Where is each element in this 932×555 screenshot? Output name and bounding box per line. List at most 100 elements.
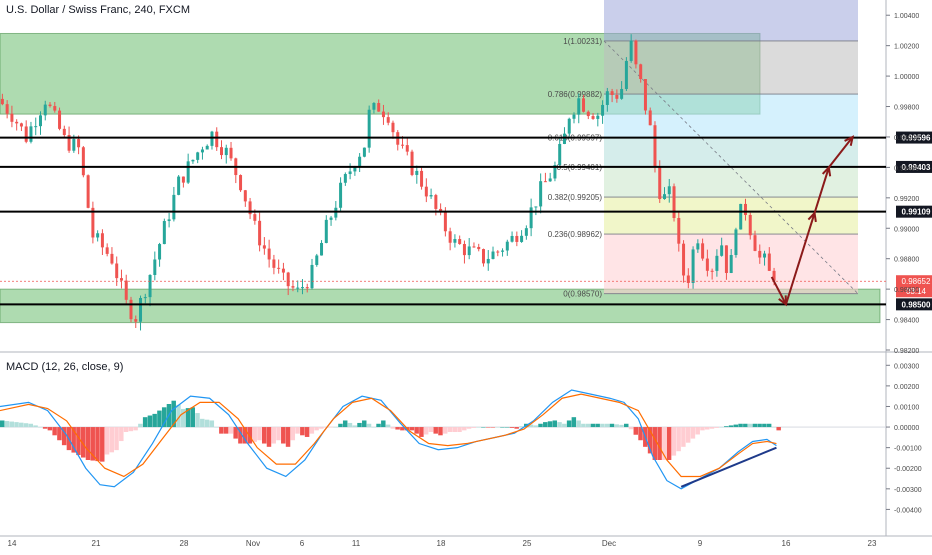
candle-body	[324, 219, 328, 243]
fib-band	[604, 137, 858, 168]
candle-body	[129, 299, 133, 320]
candle-body	[620, 88, 624, 99]
macd-histogram-bar	[581, 423, 586, 428]
candle-body	[653, 125, 657, 168]
macd-histogram-bar	[233, 427, 238, 439]
x-tick-label: 16	[782, 539, 791, 548]
macd-histogram-bar	[342, 420, 348, 428]
candle-body	[305, 287, 309, 289]
candle-body	[62, 128, 66, 136]
macd-histogram-bar	[290, 427, 296, 441]
macd-histogram-bar	[652, 427, 658, 460]
candle-body	[477, 246, 481, 250]
macd-histogram-bar	[142, 417, 148, 428]
candle-body	[715, 255, 719, 271]
fib-band	[604, 94, 858, 138]
candle-body	[410, 151, 414, 175]
candle-body	[501, 250, 505, 252]
candle-body	[34, 126, 38, 128]
candle-body	[577, 98, 581, 115]
macd-histogram-bar	[409, 427, 415, 431]
candle-body	[5, 104, 9, 114]
candle-body	[139, 297, 143, 322]
macd-histogram-bar	[585, 423, 591, 428]
candle-body	[58, 110, 62, 129]
macd-histogram-bar	[109, 427, 115, 453]
candle-body	[119, 278, 123, 281]
level-price-tag	[896, 131, 932, 144]
countdown-label: 03:14	[906, 287, 927, 296]
macd-histogram-bar	[509, 427, 515, 428]
candle-body	[381, 111, 385, 118]
macd-histogram-bar	[61, 427, 67, 446]
candle-body	[10, 113, 14, 122]
macd-histogram-bar	[562, 423, 567, 428]
candle-body	[310, 264, 314, 289]
candle-body	[701, 243, 705, 259]
macd-histogram-bar	[71, 427, 76, 453]
candle-body	[205, 145, 209, 150]
macd-histogram-bar	[95, 427, 100, 462]
macd-histogram-bar	[519, 426, 524, 428]
candle-body	[224, 147, 228, 156]
candle-body	[458, 239, 462, 245]
candle-body	[286, 272, 290, 287]
candle-body	[258, 220, 262, 246]
candle-body	[143, 297, 147, 299]
macd-histogram-bar	[371, 427, 377, 428]
candle-body	[601, 104, 605, 116]
candle-body	[558, 143, 562, 166]
candle-body	[181, 176, 185, 183]
macd-histogram-bar	[757, 423, 762, 428]
candle-body	[572, 114, 576, 119]
candle-body	[753, 235, 757, 251]
y-tick-label: 0.98800	[894, 257, 919, 264]
candle-body	[248, 201, 252, 215]
candle-body	[296, 287, 300, 289]
candle-body	[177, 176, 181, 195]
candle-body	[767, 253, 771, 271]
level-price-tag	[896, 205, 932, 218]
macd-histogram-bar	[52, 427, 57, 436]
candle-body	[38, 115, 42, 127]
candle-body	[624, 60, 628, 89]
candle-body	[329, 217, 333, 220]
macd-histogram-bar	[514, 427, 519, 429]
macd-histogram-bar	[452, 427, 457, 432]
macd-histogram-bar	[714, 427, 719, 428]
macd-histogram-bar	[357, 422, 362, 428]
macd-histogram-bar	[157, 410, 162, 428]
candle-body	[667, 186, 671, 195]
fib-band	[604, 197, 858, 235]
macd-histogram-bar	[271, 427, 276, 444]
candle-body	[320, 242, 324, 256]
macd-histogram-bar	[276, 427, 281, 441]
macd-histogram-bar	[681, 427, 686, 447]
candle-body	[567, 118, 571, 134]
macd-histogram-bar	[381, 420, 386, 428]
candle-body	[524, 228, 528, 236]
macd-histogram-bar	[504, 427, 510, 428]
candle-body	[739, 203, 743, 230]
projection-arrow-segment	[770, 276, 787, 305]
macd-histogram-bar	[666, 427, 672, 460]
macd-histogram-bar	[195, 413, 200, 428]
y-tick-label: 0.99200	[894, 196, 919, 203]
candle-body	[591, 116, 595, 119]
candle-body	[191, 159, 195, 162]
candle-body	[105, 247, 109, 254]
candle-body	[472, 246, 476, 248]
fib-band	[604, 167, 858, 198]
macd-histogram-bar	[390, 427, 396, 429]
y-tick-label: 0.99000	[894, 226, 919, 233]
level-price-tag	[896, 160, 932, 173]
candle-body	[462, 244, 466, 256]
macd-histogram-bar	[647, 427, 653, 454]
macd-histogram-bar	[366, 423, 372, 428]
macd-histogram-bar	[433, 427, 438, 434]
candle-body	[96, 233, 100, 238]
macd-histogram-bar	[171, 400, 176, 428]
macd-histogram-bar	[466, 427, 472, 429]
